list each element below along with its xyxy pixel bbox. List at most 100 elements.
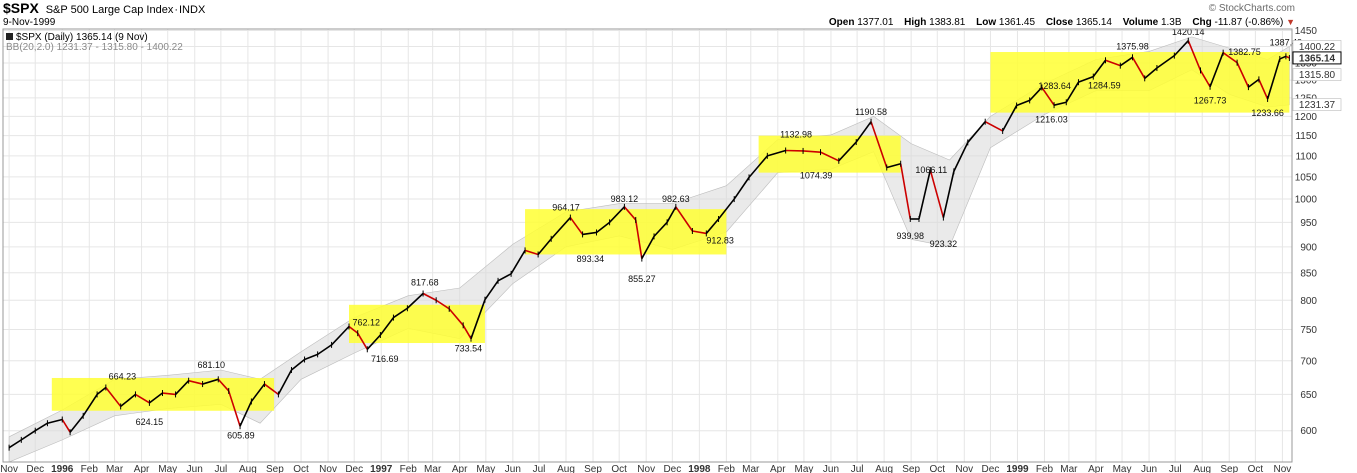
price-segment xyxy=(1092,59,1107,78)
price-segment xyxy=(1131,56,1146,79)
price-tag-box xyxy=(1292,68,1342,81)
value-annotation: 1375.98 xyxy=(1116,41,1149,51)
close-label: Close xyxy=(1045,17,1074,28)
price-segment xyxy=(596,221,611,234)
brand-credit[interactable]: © StockCharts.com xyxy=(1208,3,1295,14)
price-segment xyxy=(899,163,912,220)
price-segment xyxy=(96,386,107,396)
index-separator: · xyxy=(174,4,178,16)
price-segment xyxy=(330,325,350,346)
x-tick-label: Jul xyxy=(533,464,546,473)
y-tick-label: 700 xyxy=(1300,356,1317,367)
value-annotation: 1284.59 xyxy=(1088,80,1121,90)
value-annotation: 923.32 xyxy=(930,239,958,249)
open-value: 1377.01 xyxy=(857,17,894,28)
price-series xyxy=(8,37,1290,451)
high-value: 1383.81 xyxy=(929,17,966,28)
x-tick-label: Feb xyxy=(400,464,418,473)
legend-box: $SPX (Daily) 1365.14 (9 Nov) BB(20,2.0) … xyxy=(6,32,183,53)
price-segment xyxy=(609,206,625,223)
y-tick-label: 1450 xyxy=(1295,26,1318,37)
price-segment xyxy=(1144,67,1158,79)
price-segment xyxy=(148,392,163,404)
x-tick-label: Mar xyxy=(1060,464,1078,473)
y-tick-label: 1050 xyxy=(1295,172,1318,183)
x-tick-label: Jun xyxy=(823,464,839,473)
price-segment xyxy=(748,155,768,178)
price-segment xyxy=(550,217,571,240)
price-segment xyxy=(120,393,136,408)
price-segment xyxy=(422,292,437,301)
price-segment xyxy=(1187,40,1202,71)
price-segment xyxy=(1078,75,1094,83)
price-segment xyxy=(105,386,122,407)
value-annotation: 893.34 xyxy=(577,254,605,264)
price-segment xyxy=(277,369,293,395)
price-tag-box xyxy=(1292,51,1342,65)
x-tick-label: Oct xyxy=(611,464,627,473)
price-segment xyxy=(406,292,424,309)
volume-label: Volume xyxy=(1122,17,1159,28)
value-annotation: 982.63 xyxy=(662,194,690,204)
price-segment xyxy=(250,383,266,402)
y-tick-label: 1100 xyxy=(1295,151,1317,162)
x-tick-label: Oct xyxy=(930,464,946,473)
price-segment xyxy=(870,121,888,168)
value-annotation: 817.68 xyxy=(411,277,439,287)
value-annotation: 605.89 xyxy=(227,430,255,440)
legend-bb: BB(20,2.0) 1231.37 - 1315.80 - 1400.22 xyxy=(6,42,183,53)
price-segment xyxy=(462,324,472,340)
price-segment xyxy=(1105,59,1121,67)
price-segment xyxy=(188,379,203,385)
y-tick-label: 800 xyxy=(1300,296,1317,307)
price-segment xyxy=(1016,99,1030,107)
price-segment xyxy=(366,334,381,350)
y-tick-label: 1200 xyxy=(1295,112,1318,123)
x-tick-label: Dec xyxy=(982,464,1000,473)
price-segment xyxy=(1236,62,1250,88)
price-segment xyxy=(767,149,786,157)
x-tick-label: May xyxy=(158,464,177,473)
y-axis: 600 650 700 750 800 850 900 950 1000 1050 1100 1150… xyxy=(1292,26,1342,437)
value-annotation: 1420.14 xyxy=(1172,27,1205,37)
price-segment xyxy=(263,383,279,396)
value-annotation: 716.69 xyxy=(371,354,399,364)
value-annotation: 1387.49 xyxy=(1270,38,1303,48)
price-segment xyxy=(348,325,359,334)
value-annotation: 1132.98 xyxy=(780,129,812,139)
x-tick-label: Oct xyxy=(1248,464,1264,473)
x-tick-label: Sep xyxy=(266,464,284,473)
x-tick-label: Jun xyxy=(505,464,521,473)
y-tick-label: 1000 xyxy=(1295,195,1318,206)
price-segment xyxy=(641,235,655,259)
value-annotation: 1382.75 xyxy=(1228,47,1261,57)
value-annotation: 681.10 xyxy=(198,360,226,370)
price-segment xyxy=(290,358,306,371)
high-label: High xyxy=(904,17,927,28)
index-name: S&P 500 Large Cap Index xyxy=(45,4,174,16)
x-tick-label: Jul xyxy=(851,464,864,473)
price-tag-label: 1315.80 xyxy=(1299,70,1336,81)
x-tick-label: Aug xyxy=(1193,464,1211,473)
x-tick-label: Sep xyxy=(584,464,602,473)
price-segment xyxy=(838,141,857,162)
x-tick-label: Nov xyxy=(955,464,973,473)
value-annotation: 1066.11 xyxy=(915,165,947,175)
y-tick-label: 950 xyxy=(1300,218,1317,229)
price-segment xyxy=(953,142,969,172)
x-tick-label: Oct xyxy=(293,464,309,473)
price-segment xyxy=(918,169,932,220)
x-tick-label: Jul xyxy=(214,464,227,473)
price-segment xyxy=(202,378,219,385)
value-annotation: 1267.73 xyxy=(1194,95,1227,105)
price-segment xyxy=(1053,101,1067,106)
x-tick-label: Mar xyxy=(106,464,124,473)
value-annotation: 1216.03 xyxy=(1035,114,1068,124)
price-segment xyxy=(1209,52,1224,88)
x-tick-label: Dec xyxy=(345,464,363,473)
price-segment xyxy=(135,393,150,404)
price-segment xyxy=(820,151,840,162)
price-segment xyxy=(692,230,707,235)
exchange-label: INDX xyxy=(179,4,206,16)
